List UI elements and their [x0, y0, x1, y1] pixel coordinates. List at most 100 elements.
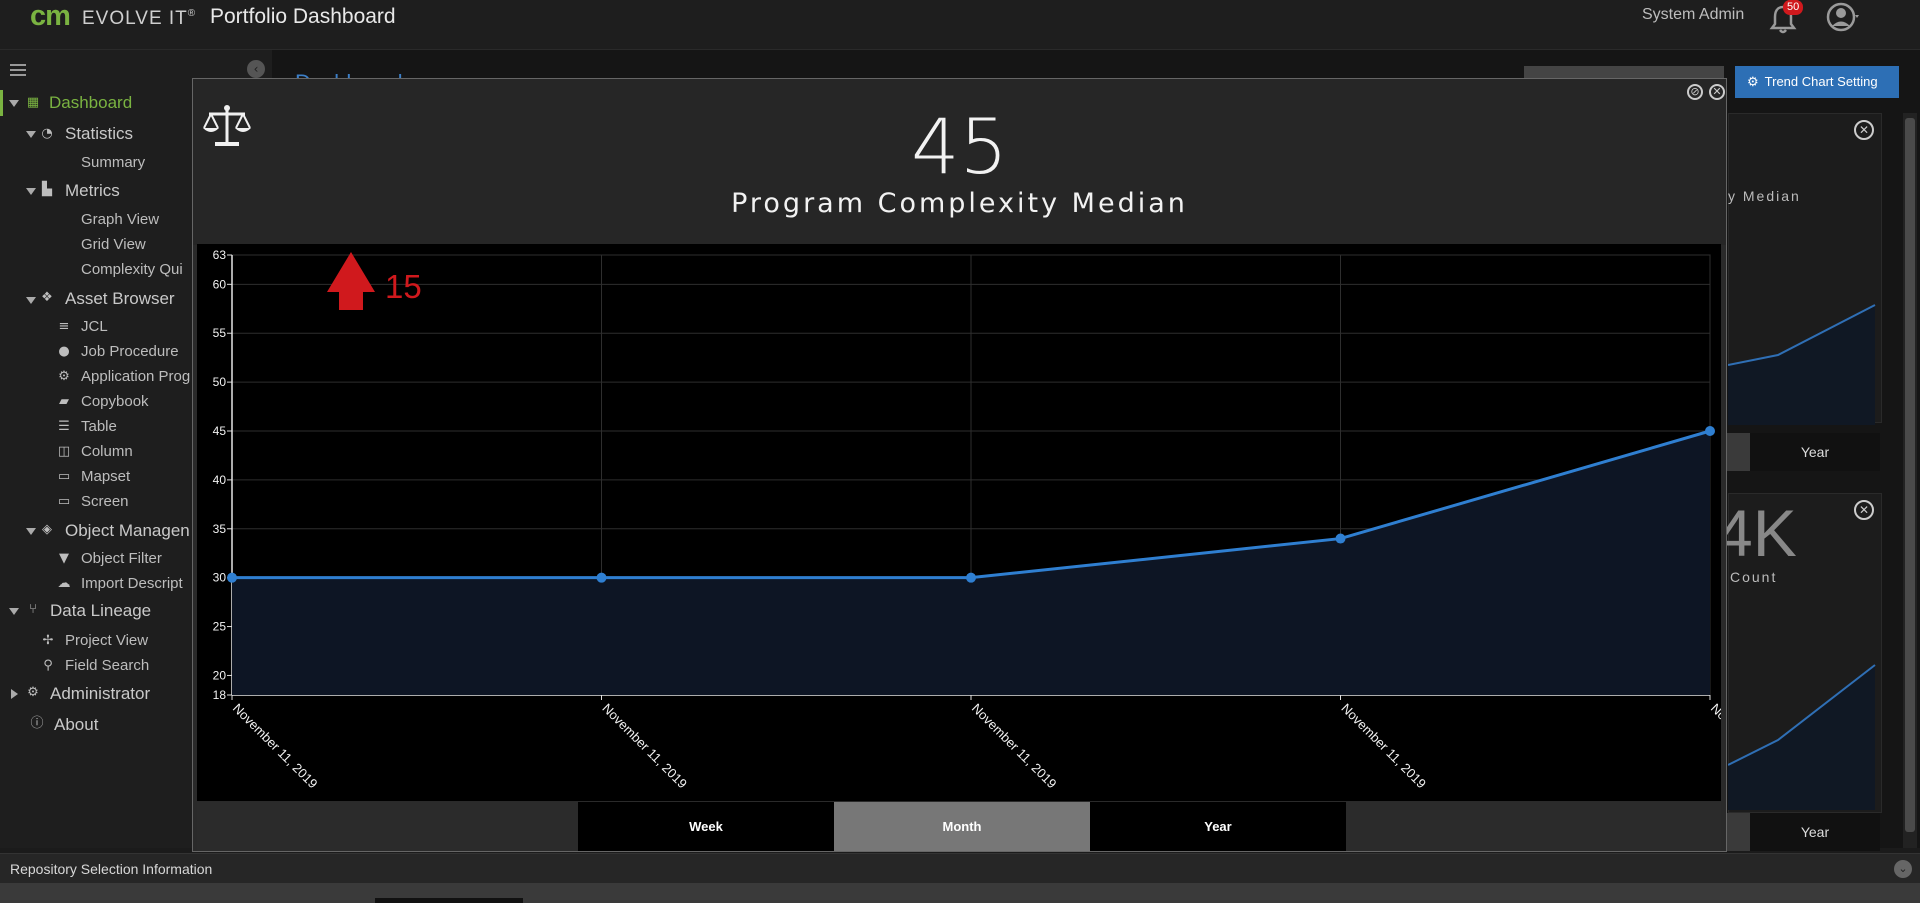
- repository-selection-label[interactable]: Repository Selection Information: [10, 861, 213, 877]
- card-1-month-tab[interactable]: [1725, 433, 1750, 471]
- modal-header: [193, 79, 1726, 245]
- metric-value: 45: [911, 102, 1008, 191]
- line-chart: 18 20 25 30 35 40 45 50 55 60 63 November 11, 2019 N…: [213, 248, 1721, 792]
- range-year-button[interactable]: Year: [1090, 802, 1346, 851]
- sidebar-item-job-procedure[interactable]: Job Procedure: [81, 343, 179, 360]
- card-2-month-tab[interactable]: [1725, 813, 1750, 851]
- sidebar-item-metrics[interactable]: Metrics: [65, 181, 120, 200]
- arrow-up-icon: [327, 252, 375, 310]
- scrollbar-thumb[interactable]: [1905, 118, 1915, 832]
- sidebar-item-asset-browser[interactable]: Asset Browser: [65, 289, 175, 308]
- chevron-down-icon[interactable]: [26, 131, 36, 138]
- list-icon: ≡: [58, 319, 70, 334]
- chevron-down-icon[interactable]: [26, 188, 36, 195]
- range-month-button[interactable]: Month: [834, 802, 1090, 851]
- trend-chart-setting-button[interactable]: ⚙ Trend Chart Setting: [1735, 66, 1899, 98]
- data-point: [966, 572, 976, 583]
- chevron-right-icon[interactable]: [11, 689, 18, 699]
- sidebar-item-object-filter[interactable]: Object Filter: [81, 550, 162, 567]
- restore-icon[interactable]: ⊘: [1687, 84, 1703, 100]
- sidebar-item-complexity-quick[interactable]: Complexity Qui: [81, 261, 183, 278]
- breadcrumb-bar: [1524, 66, 1724, 78]
- sidebar-item-object-management[interactable]: Object Managen: [65, 521, 190, 540]
- sidebar-item-table[interactable]: Table: [81, 418, 117, 435]
- card-2-value: 4K: [1716, 496, 1797, 570]
- y-tick-label: 50: [213, 375, 227, 389]
- user-name[interactable]: System Admin: [1642, 6, 1745, 23]
- sidebar-item-column[interactable]: Column: [81, 443, 133, 460]
- chevron-down-icon[interactable]: [9, 100, 19, 107]
- sidebar-item-graph-view[interactable]: Graph View: [81, 211, 160, 228]
- gear-icon: ⚙: [1747, 74, 1759, 89]
- range-selector: Week Month Year: [197, 802, 1721, 851]
- close-icon[interactable]: ✕: [1709, 84, 1725, 100]
- filter-icon: ▼: [59, 551, 69, 566]
- fork-icon: ⑂: [29, 602, 37, 617]
- y-tick-label: 63: [213, 248, 227, 262]
- page-title: Portfolio Dashboard: [210, 5, 396, 28]
- database-icon: ☰: [58, 419, 70, 434]
- search-icon: ⚲: [43, 658, 53, 673]
- change-value: 15: [385, 268, 422, 305]
- cube-icon: ◈: [42, 522, 52, 537]
- cloud-upload-icon: ☁: [57, 576, 71, 591]
- active-indicator: [0, 90, 3, 116]
- card-2-year-tab[interactable]: Year: [1750, 813, 1880, 851]
- sidebar-item-data-lineage[interactable]: Data Lineage: [50, 601, 152, 620]
- info-icon: ⓘ: [30, 716, 44, 731]
- sidebar-item-project-view[interactable]: Project View: [65, 632, 149, 649]
- sidebar-item-grid-view[interactable]: Grid View: [81, 236, 146, 253]
- sidebar-item-mapset[interactable]: Mapset: [81, 468, 131, 485]
- brand-registered-mark: ®: [187, 8, 197, 19]
- sidebar-item-jcl[interactable]: JCL: [81, 318, 108, 335]
- card-2-sparkline: [1728, 664, 1876, 810]
- circle-icon: ●: [58, 344, 70, 359]
- sidebar-item-administrator[interactable]: Administrator: [50, 684, 151, 703]
- sidebar-item-field-search[interactable]: Field Search: [65, 657, 150, 674]
- sidebar-item-dashboard[interactable]: Dashboard: [49, 93, 133, 112]
- arrows-icon: ✢: [42, 633, 54, 648]
- chevron-down-icon[interactable]: [26, 528, 36, 535]
- notification-badge: 50: [1783, 0, 1804, 15]
- bottom-strip-tab[interactable]: [375, 898, 523, 903]
- data-point: [596, 572, 607, 583]
- cubes-icon: ❖: [41, 290, 53, 305]
- brand-logo-cm: cm: [30, 0, 71, 32]
- sidebar-collapse-button[interactable]: ‹: [247, 60, 265, 78]
- cogs-icon: ⚙: [27, 685, 39, 700]
- sidebar-item-import-description[interactable]: Import Descript: [81, 575, 183, 592]
- menu-toggle-icon[interactable]: [10, 64, 26, 76]
- metric-title: Program Complexity Median: [731, 188, 1188, 219]
- range-week-button[interactable]: Week: [578, 802, 834, 851]
- top-bar: cm EVOLVE IT® Portfolio Dashboard System…: [0, 0, 1920, 50]
- sidebar-item-summary[interactable]: Summary: [81, 154, 146, 171]
- card-1-year-tab[interactable]: Year: [1750, 433, 1880, 471]
- y-tick-label: 18: [213, 688, 227, 702]
- card-close-button[interactable]: ✕: [1854, 120, 1874, 140]
- y-tick-label: 55: [213, 326, 227, 340]
- y-tick-label: 40: [213, 473, 227, 487]
- screen-icon: ▭: [57, 494, 71, 509]
- card-close-button[interactable]: ✕: [1854, 500, 1874, 520]
- sidebar-item-copybook[interactable]: Copybook: [81, 393, 149, 410]
- y-tick-label: 20: [213, 668, 227, 682]
- data-point: [227, 572, 237, 583]
- y-tick-label: 35: [213, 522, 227, 536]
- chevron-down-icon[interactable]: [9, 608, 19, 615]
- chevron-down-icon[interactable]: ⌄: [1894, 860, 1912, 878]
- pie-chart-icon: ◔: [41, 126, 53, 141]
- y-tick-label: 60: [213, 277, 227, 291]
- chevron-down-icon[interactable]: [26, 297, 36, 304]
- user-avatar-icon[interactable]: [1826, 1, 1862, 35]
- chart-area: 18 20 25 30 35 40 45 50 55 60 63 November 11, 2019 N…: [197, 244, 1721, 801]
- sidebar-item-statistics[interactable]: Statistics: [65, 124, 134, 143]
- y-tick-label: 25: [213, 620, 227, 634]
- sidebar-item-application-program[interactable]: Application Prog: [81, 368, 191, 385]
- series-area: [232, 431, 1710, 695]
- y-tick-label: 45: [213, 424, 227, 438]
- sidebar-item-screen[interactable]: Screen: [81, 493, 129, 510]
- dashboard-icon: ▦: [26, 95, 40, 110]
- x-tick-label: November 11, 2019: [969, 701, 1060, 792]
- sidebar-item-about[interactable]: About: [54, 715, 99, 734]
